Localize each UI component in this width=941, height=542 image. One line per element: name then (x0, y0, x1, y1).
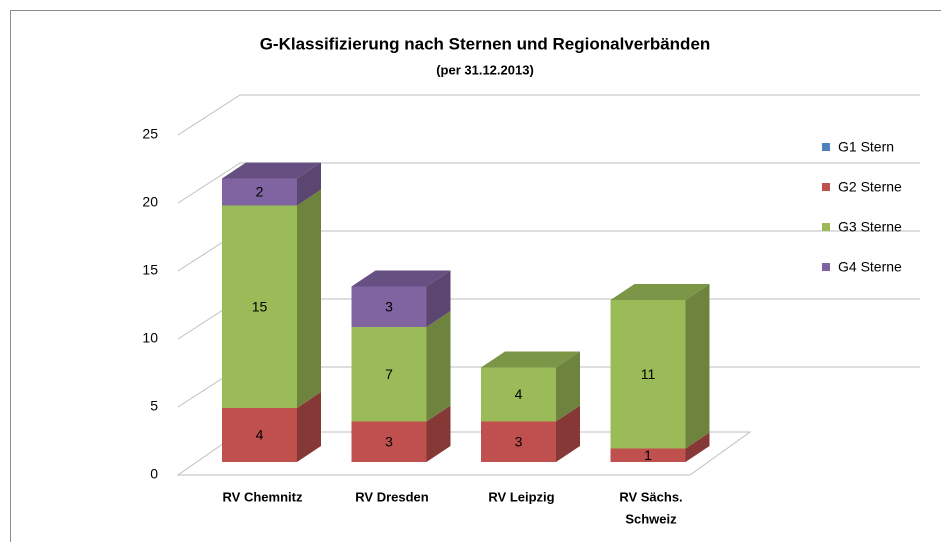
y-tick-label: 10 (142, 330, 158, 346)
data-label: 3 (385, 433, 393, 449)
legend-label: G4 Sterne (838, 259, 902, 275)
data-label: 3 (515, 433, 523, 449)
data-label: 7 (385, 366, 393, 382)
bar-side (426, 405, 451, 462)
x-tick-label: Schweiz (625, 511, 677, 526)
bar-front (481, 421, 556, 462)
bar-front (222, 205, 297, 408)
legend-label: G2 Sterne (838, 179, 902, 195)
data-label: 15 (252, 298, 268, 314)
bar-front (610, 300, 686, 449)
bar-front (222, 408, 297, 462)
bar-side (426, 270, 451, 327)
chart-subtitle: (per 31.12.2013) (436, 62, 534, 77)
chart-title: G-Klassifizierung nach Sternen und Regio… (260, 34, 711, 53)
bar-side (297, 189, 321, 408)
data-label: 4 (515, 386, 523, 402)
legend-swatch (822, 143, 830, 151)
bar-front (351, 327, 427, 422)
bar-top (610, 284, 710, 300)
y-tick-label: 25 (142, 126, 158, 142)
bar-front (222, 178, 297, 206)
data-label: 2 (256, 184, 264, 200)
bar-side (297, 162, 321, 206)
bar-front (610, 448, 686, 462)
x-tick-label: RV Leipzig (488, 489, 554, 504)
grid-line (177, 94, 920, 136)
data-label: 1 (644, 447, 652, 463)
x-tick-label: RV Sächs. (619, 489, 682, 504)
x-tick-label: RV Dresden (355, 489, 429, 504)
bar-front (481, 367, 556, 422)
bar-side (685, 432, 710, 462)
legend-swatch (822, 183, 830, 191)
grid-line (177, 162, 920, 204)
x-tick-label: RV Chemnitz (223, 489, 303, 504)
y-tick-label: 15 (142, 262, 158, 278)
legend-label: G1 Stern (838, 139, 894, 155)
bar-side (556, 405, 580, 462)
bar-side (426, 311, 451, 422)
bar-front (351, 421, 427, 462)
legend-swatch (822, 263, 830, 271)
bar-side (556, 351, 580, 422)
bar-front (351, 286, 427, 327)
y-tick-label: 20 (142, 194, 158, 210)
data-label: 11 (641, 366, 656, 382)
bar-side (297, 392, 321, 462)
bar-side (685, 284, 710, 449)
legend-swatch (822, 223, 830, 231)
data-label: 4 (256, 427, 264, 443)
legend-label: G3 Sterne (838, 219, 902, 235)
data-label: 3 (385, 298, 393, 314)
bar-top (351, 270, 451, 287)
y-tick-label: 0 (150, 466, 158, 482)
y-tick-label: 5 (150, 398, 158, 414)
bar-top (481, 351, 580, 368)
bar-top (222, 162, 321, 179)
